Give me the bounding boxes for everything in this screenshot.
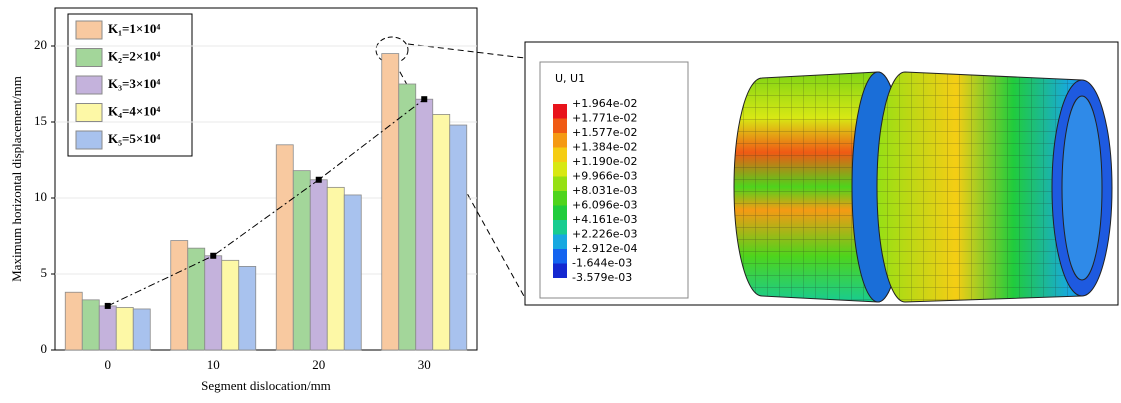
bar	[433, 114, 450, 350]
tunnel-model	[734, 72, 1112, 302]
contour-swatch	[553, 133, 567, 148]
bar	[450, 125, 467, 350]
contour-label: -1.644e-03	[572, 257, 632, 270]
trend-marker	[316, 177, 322, 183]
contour-swatch	[553, 220, 567, 235]
legend-swatch	[76, 104, 102, 122]
contour-swatch	[553, 264, 567, 279]
legend-label: K₄=4×10⁴	[108, 103, 160, 118]
legend-swatch	[76, 76, 102, 94]
contour-label: +4.161e-03	[572, 213, 637, 226]
segment-inner	[1062, 96, 1102, 280]
contour-label: -3.579e-03	[572, 271, 632, 284]
legend-label: K₃=3×10⁴	[108, 76, 160, 91]
x-tick-label: 0	[105, 357, 112, 372]
bar	[65, 292, 82, 350]
legend-label: K₂=2×10⁴	[108, 48, 160, 63]
bar	[293, 171, 310, 350]
bar	[222, 260, 239, 350]
contour-label: +1.771e-02	[572, 112, 637, 125]
contour-label: +1.384e-02	[572, 141, 637, 154]
bar	[327, 187, 344, 350]
contour-label: +1.190e-02	[572, 155, 637, 168]
contour-label: +8.031e-03	[572, 184, 637, 197]
legend-swatch	[76, 21, 102, 39]
y-tick-label: 0	[41, 341, 48, 356]
legend-swatch	[76, 131, 102, 149]
page: Segment dislocation/mm Maximum horizonta…	[0, 0, 1121, 403]
bar	[239, 266, 256, 350]
y-tick-label: 10	[34, 189, 47, 204]
bar	[344, 195, 361, 350]
contour-label: +1.577e-02	[572, 126, 637, 139]
contour-label: +2.226e-03	[572, 228, 637, 241]
trend-marker	[421, 96, 427, 102]
contour-swatch	[553, 206, 567, 221]
contour-swatch	[553, 249, 567, 264]
contour-swatch	[553, 119, 567, 134]
bar	[116, 307, 133, 350]
trend-marker	[210, 253, 216, 259]
y-tick-label: 20	[34, 37, 47, 52]
y-tick-label: 5	[41, 265, 48, 280]
bar	[205, 256, 222, 350]
bar	[82, 300, 99, 350]
contour-label: +9.966e-03	[572, 170, 637, 183]
contour-swatch	[553, 162, 567, 177]
x-tick-label: 30	[418, 357, 431, 372]
y-tick-label: 15	[34, 113, 47, 128]
bar	[416, 99, 433, 350]
contour-swatch	[553, 191, 567, 206]
contour-title: U, U1	[555, 72, 585, 85]
x-axis-label: Segment dislocation/mm	[201, 378, 331, 393]
legend-label: K₁=1×10⁴	[108, 21, 160, 36]
y-axis-label: Maximum horizontal displacement/mm	[9, 76, 24, 282]
bar	[382, 54, 399, 350]
trend-marker	[105, 303, 111, 309]
bar	[133, 309, 150, 350]
figure: Segment dislocation/mm Maximum horizonta…	[0, 0, 1121, 398]
contour-swatch	[553, 148, 567, 163]
bar	[99, 306, 116, 350]
legend-label: K₅=5×10⁴	[108, 131, 160, 146]
bar	[310, 180, 327, 350]
bar	[171, 241, 188, 350]
contour-label: +2.912e-04	[572, 242, 637, 255]
contour-swatch	[553, 177, 567, 192]
contour-label: +6.096e-03	[572, 199, 637, 212]
bar	[188, 248, 205, 350]
x-tick-label: 20	[312, 357, 325, 372]
bar	[276, 145, 293, 350]
contour-swatch	[553, 235, 567, 250]
bar	[399, 84, 416, 350]
legend-swatch	[76, 49, 102, 67]
x-tick-label: 10	[207, 357, 220, 372]
contour-swatch	[553, 104, 567, 119]
contour-label: +1.964e-02	[572, 97, 637, 110]
